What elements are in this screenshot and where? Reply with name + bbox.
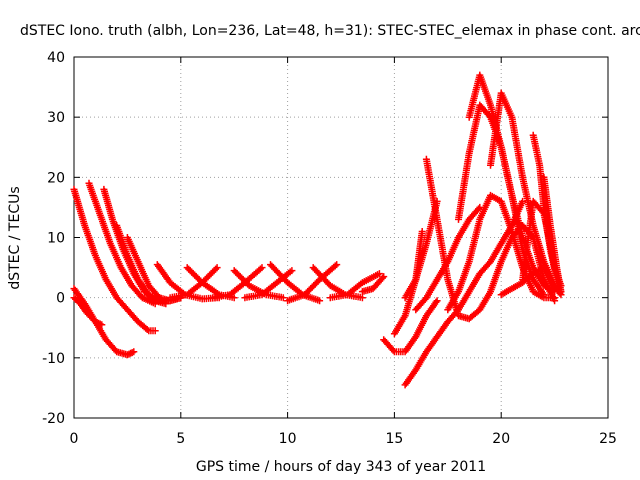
plus-markers — [326, 270, 383, 302]
y-tick-label: 30 — [47, 110, 65, 126]
plus-markers — [401, 197, 441, 302]
y-axis-label: dSTEC / TECUs — [7, 186, 23, 289]
x-tick-label: 20 — [492, 431, 510, 447]
x-axis-label: GPS time / hours of day 343 of year 2011 — [196, 459, 486, 475]
series-arc-24 — [422, 155, 559, 323]
series-arc-3 — [70, 185, 159, 335]
series-arc-19 — [380, 297, 441, 356]
series-arc-18 — [358, 273, 388, 296]
series-arc-11 — [209, 264, 266, 302]
y-tick-label: 0 — [56, 291, 65, 307]
series-arc-32 — [540, 173, 565, 296]
plus-markers — [551, 282, 565, 299]
series-arc-4 — [85, 179, 159, 308]
data-points — [70, 71, 565, 389]
plus-markers — [540, 173, 565, 296]
plus-markers — [358, 273, 388, 296]
series-arc-33 — [551, 282, 565, 299]
axis-ticks: 0 5 10 15 20 25 -20 -10 0 10 20 30 40 — [42, 50, 617, 447]
series-arc-1 — [70, 285, 138, 359]
series-arc-21 — [401, 197, 527, 389]
x-tick-label: 10 — [279, 431, 297, 447]
y-tick-label: -10 — [42, 351, 65, 367]
plus-markers — [113, 222, 185, 305]
series-arc-17 — [326, 270, 383, 302]
y-tick-label: 40 — [47, 50, 65, 66]
plus-markers — [401, 197, 527, 389]
x-tick-label: 15 — [385, 431, 403, 447]
series-arc-28 — [487, 89, 559, 290]
series-arc-22 — [401, 197, 441, 302]
plus-markers — [70, 285, 138, 359]
plus-markers — [422, 155, 559, 323]
plus-markers — [70, 294, 106, 329]
series-arc-6 — [113, 222, 185, 305]
plus-markers — [70, 185, 159, 335]
chart-title: dSTEC Iono. truth (albh, Lon=236, Lat=48… — [20, 23, 640, 39]
plus-markers — [85, 179, 159, 308]
x-tick-label: 5 — [176, 431, 185, 447]
x-tick-label: 25 — [599, 431, 617, 447]
x-tick-label: 0 — [70, 431, 79, 447]
y-tick-label: 20 — [47, 170, 65, 186]
y-tick-label: 10 — [47, 231, 65, 247]
plus-markers — [487, 89, 559, 290]
plus-markers — [444, 191, 559, 314]
series-arc-25 — [444, 191, 559, 314]
plus-markers — [380, 297, 441, 356]
series-arc-2 — [70, 294, 106, 329]
y-tick-label: -20 — [42, 411, 65, 427]
plus-markers — [209, 264, 266, 302]
